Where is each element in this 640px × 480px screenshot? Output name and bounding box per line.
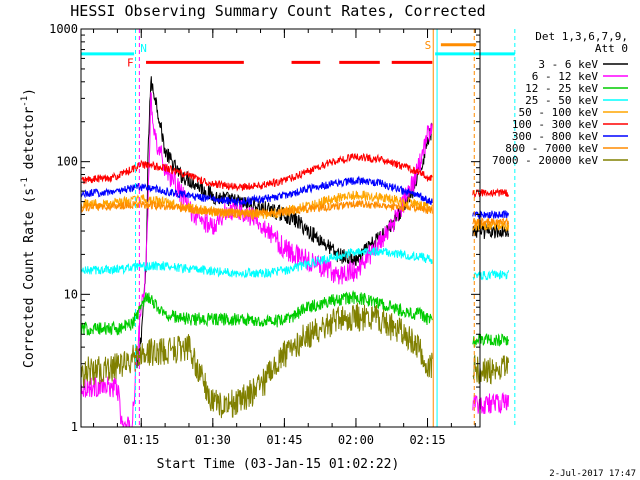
x-tick-label: 01:30 — [195, 433, 231, 447]
y-axis-label-end: ) — [22, 88, 37, 96]
legend-label-7: 300 - 800 keV — [512, 130, 598, 143]
saa-label: S — [425, 39, 432, 52]
x-tick-label: 02:15 — [409, 433, 445, 447]
y-axis-label-sup1: -1 — [20, 177, 30, 188]
legend-label-3: 12 - 25 keV — [525, 82, 598, 95]
footer-date: 2-Jul-2017 17:47 — [549, 469, 636, 479]
legend-title-2: Att 0 — [595, 42, 628, 55]
plot-area: NF S — [80, 29, 516, 428]
series-line-4 — [80, 246, 433, 279]
series-segment2-line-2 — [472, 392, 510, 414]
x-tick-label: 02:00 — [338, 433, 374, 447]
legend-title-1: Det 1,3,6,7,9, — [535, 30, 628, 43]
legend-label-6: 100 - 300 keV — [512, 118, 598, 131]
y-tick-label: 100 — [56, 155, 78, 169]
series-segment2-line-6 — [472, 187, 510, 198]
series-segment2-line-8 — [472, 217, 510, 228]
y-axis-label-main: Corrected Count Rate (s — [22, 188, 37, 368]
legend-label-4: 25 - 50 keV — [525, 94, 598, 107]
series-line-1 — [136, 76, 433, 369]
y-axis-label: Corrected Count Rate (s-1 detector-1) — [20, 88, 37, 368]
x-tick-label: 01:15 — [123, 433, 159, 447]
series-line-3 — [80, 289, 433, 336]
chart-title: HESSI Observing Summary Count Rates, Cor… — [70, 2, 485, 20]
plot-frame — [80, 28, 481, 428]
series-segment2-line-3 — [472, 333, 510, 348]
series-segment2-line-5 — [472, 218, 510, 233]
y-tick-label: 10 — [64, 287, 78, 301]
y-tick-label: 1000 — [49, 22, 78, 36]
legend-label-1: 3 - 6 keV — [538, 58, 598, 71]
night-label: N — [140, 42, 147, 55]
series-segment2-line-4 — [472, 269, 510, 281]
series-line-8 — [80, 199, 433, 219]
x-axis: 01:15 01:30 01:45 02:00 02:15 — [93, 29, 476, 447]
series-segment2-line-9 — [472, 355, 510, 385]
x-axis-label: Start Time (03-Jan-15 01:02:22) — [157, 457, 400, 472]
series-line-7 — [80, 175, 433, 207]
flare-label: F — [127, 56, 134, 69]
legend-label-8: 800 - 7000 keV — [505, 142, 598, 155]
legend-label-2: 6 - 12 keV — [532, 70, 599, 83]
series-segment2-line-7 — [472, 209, 510, 220]
y-axis-label-mid: detector — [22, 107, 37, 178]
series-line-2 — [80, 92, 433, 428]
legend-label-5: 50 - 100 keV — [519, 106, 599, 119]
x-tick-label: 01:45 — [266, 433, 302, 447]
legend-label-9: 7000 - 20000 keV — [492, 154, 598, 167]
y-axis-label-sup2: -1 — [20, 96, 30, 107]
y-tick-label: 1 — [71, 420, 78, 434]
